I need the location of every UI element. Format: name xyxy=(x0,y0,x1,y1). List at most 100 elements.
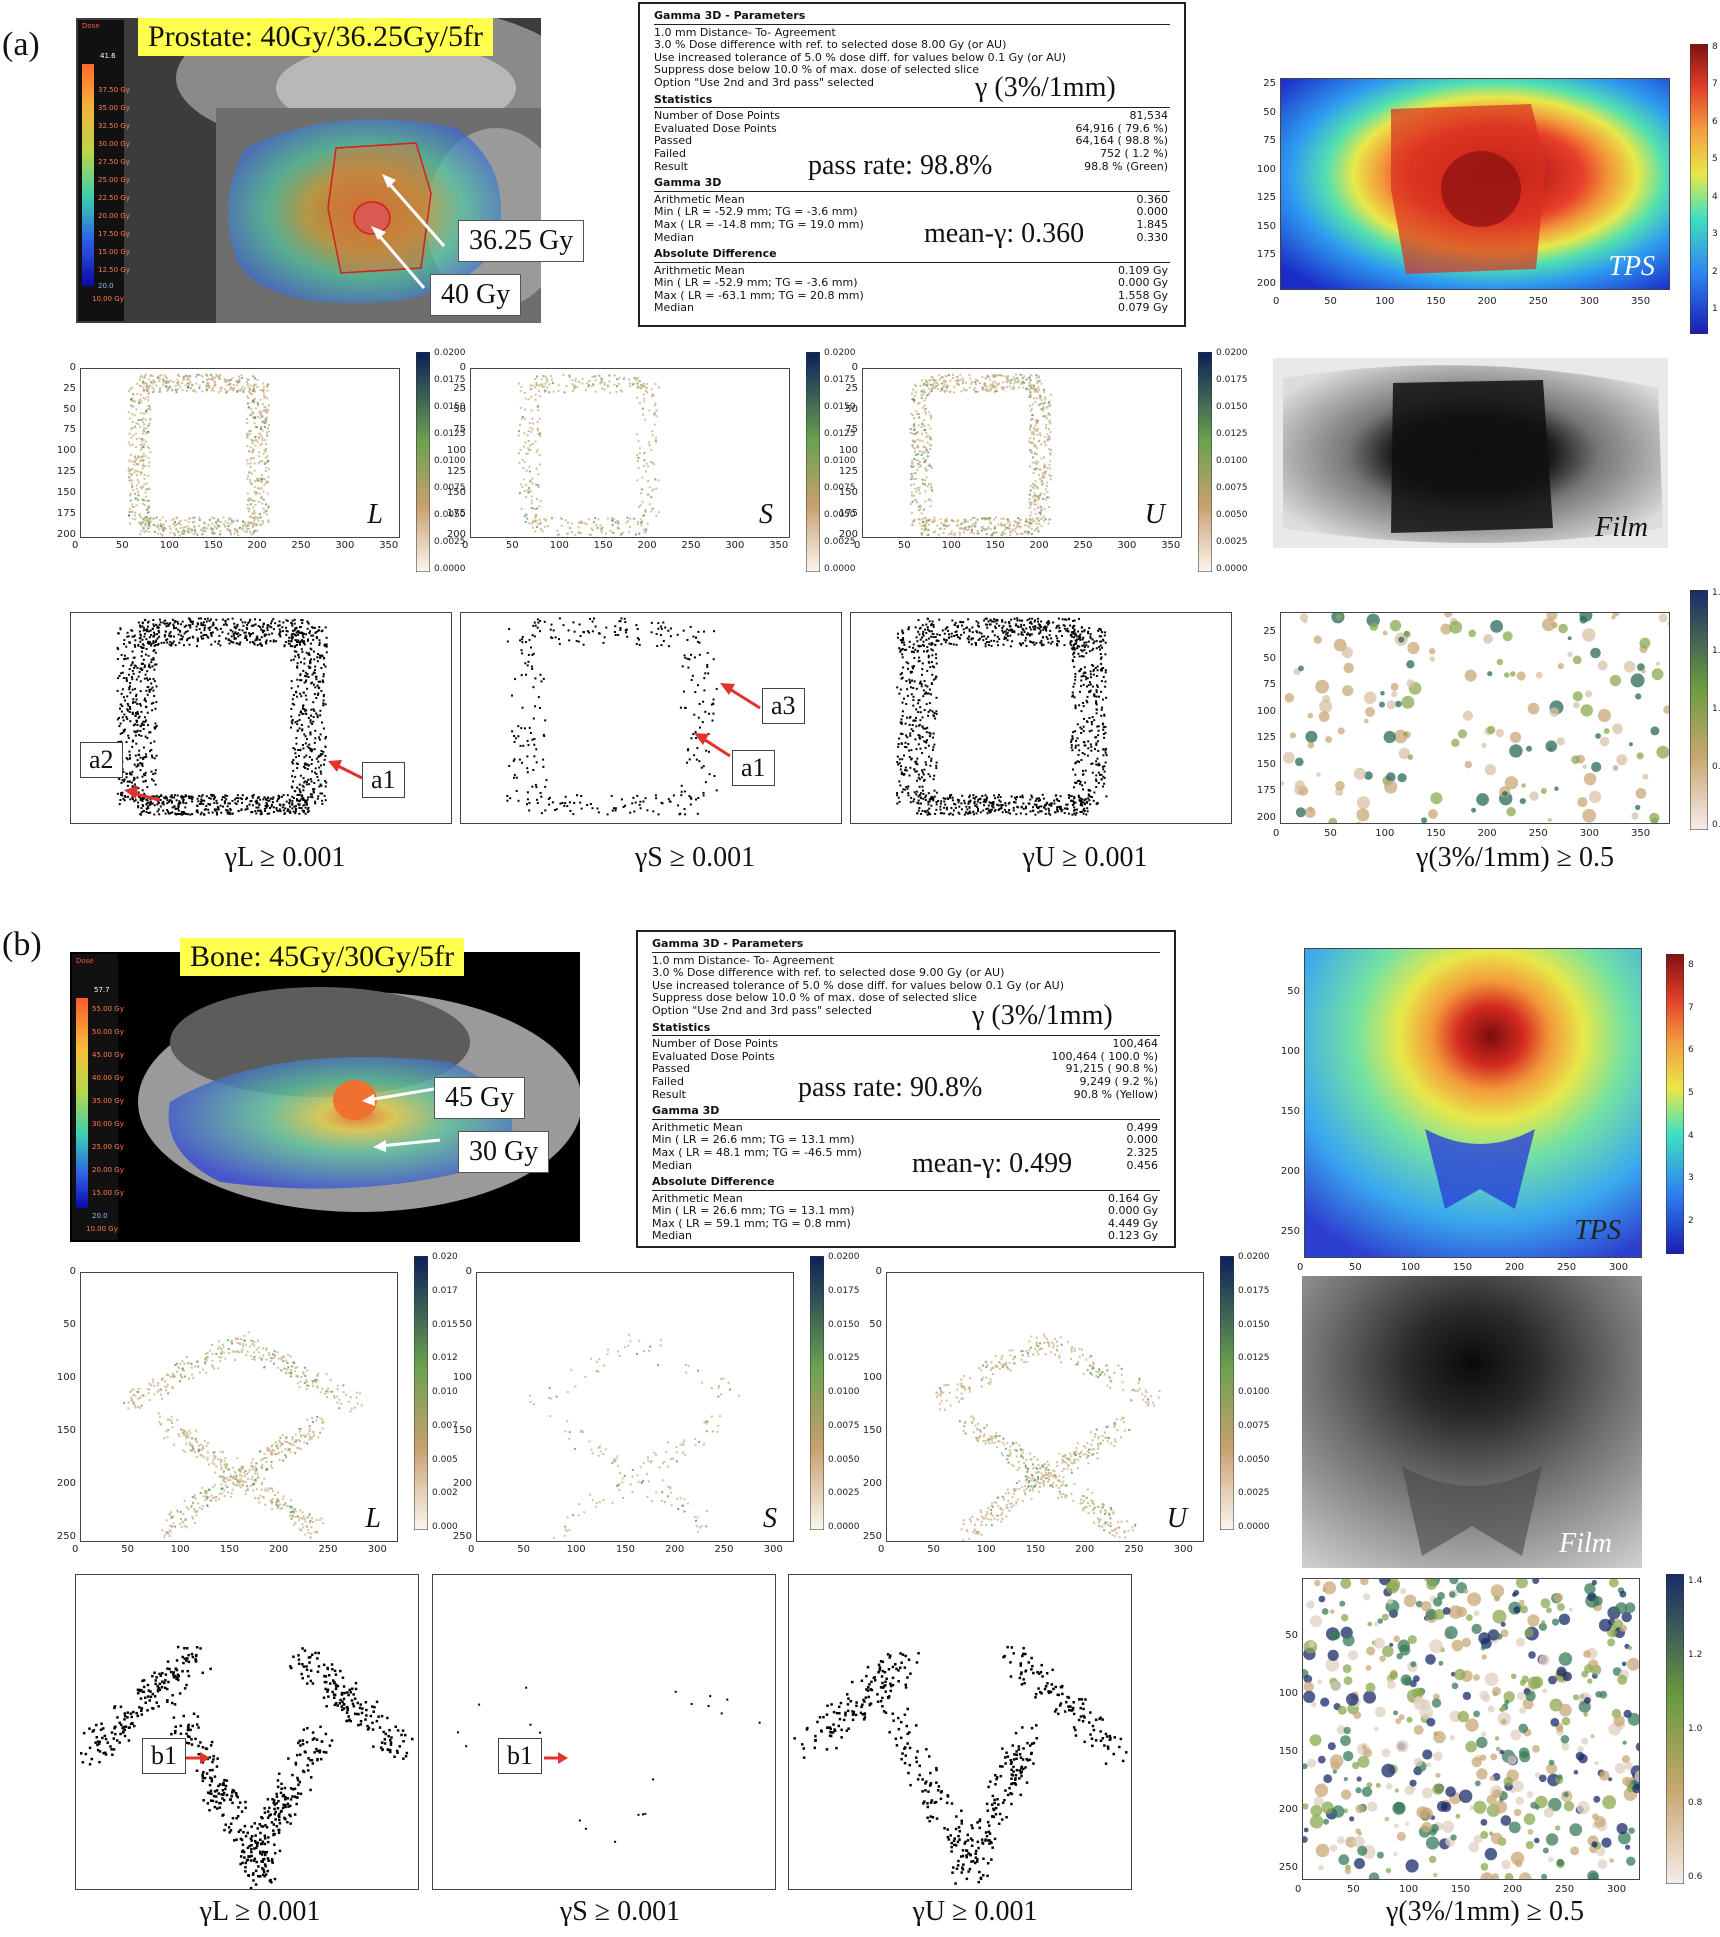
diff-pixel xyxy=(130,398,132,401)
gamma-fail-pixel xyxy=(1102,733,1105,735)
diff-pixel xyxy=(1013,382,1016,385)
diff-pixel xyxy=(920,512,923,515)
diff-pixel xyxy=(177,381,180,383)
gamma-fail-pixel xyxy=(309,778,312,781)
gamma-fail-pixel xyxy=(1028,634,1031,637)
gamma-fail-pixel xyxy=(1071,691,1074,694)
diff-pixel xyxy=(127,467,130,470)
diff-pixel xyxy=(963,527,966,530)
gamma-fail-pixel xyxy=(133,644,136,646)
gamma-fail-pixel xyxy=(1008,621,1011,623)
mean-gamma-a: mean-γ: 0.360 xyxy=(924,218,1085,249)
gamma-fail-pixel xyxy=(614,809,617,812)
diff-pixel xyxy=(611,531,614,534)
diff-pixel xyxy=(539,435,542,438)
gamma-fail-pixel xyxy=(219,644,222,647)
gamma-fail-pixel xyxy=(122,780,125,783)
diff-pixel xyxy=(266,481,269,484)
gamma-fail-pixel xyxy=(163,635,166,638)
gamma-fail-pixel xyxy=(1078,704,1081,707)
gamma-fail-pixel xyxy=(901,653,904,656)
diff-pixel xyxy=(157,532,160,535)
gamma-fail-pixel xyxy=(125,679,128,682)
diff-pixel xyxy=(142,417,145,420)
gamma-fail-pixel xyxy=(143,635,146,638)
gamma-fail-pixel xyxy=(1043,806,1046,808)
diff-pixel xyxy=(642,464,645,467)
gamma-fail-pixel xyxy=(1003,808,1006,811)
gamma-fail-pixel xyxy=(203,799,206,802)
report-row-value: 81,534 xyxy=(1129,109,1169,123)
gamma-fail-pixel xyxy=(134,712,137,715)
diff-pixel xyxy=(252,388,255,390)
gamma-fail-pixel xyxy=(294,810,297,813)
diff-pixel xyxy=(1031,431,1033,434)
diff-pixel xyxy=(986,374,989,377)
gamma-fail-pixel xyxy=(706,663,709,666)
gamma-fail-pixel xyxy=(602,641,605,644)
diff-pixel xyxy=(1033,492,1036,495)
diff-pixel xyxy=(587,385,590,388)
gamma-fail-pixel xyxy=(147,801,150,804)
gamma-fail-pixel xyxy=(124,796,127,798)
gamma-fail-pixel xyxy=(690,737,693,740)
gamma-fail-pixel xyxy=(296,720,299,723)
gamma-fail-pixel xyxy=(296,630,299,633)
gamma-fail-pixel xyxy=(172,640,175,643)
gamma-fail-pixel xyxy=(291,802,294,805)
gamma-fail-pixel xyxy=(683,790,686,793)
diff-pixel xyxy=(645,383,648,385)
map-tag-l: L xyxy=(367,499,383,530)
diff-pixel xyxy=(917,489,920,492)
gamma-fail-pixel xyxy=(250,800,253,802)
diff-pixel xyxy=(145,385,148,388)
gamma-fail-pixel xyxy=(127,709,129,712)
diff-pixel xyxy=(969,531,972,534)
diff-pixel xyxy=(523,445,525,448)
gamma-fail-pixel xyxy=(189,626,192,629)
diff-pixel xyxy=(946,520,948,522)
diff-pixel xyxy=(974,381,977,384)
diff-pixel xyxy=(266,455,269,458)
report-param-line: Use increased tolerance of 5.0 % dose di… xyxy=(654,50,1067,64)
diff-pixel xyxy=(920,525,923,527)
diff-y-tick: 0 xyxy=(459,362,466,373)
gamma-fail-pixel xyxy=(1040,642,1043,645)
gamma-fail-pixel xyxy=(1056,625,1059,628)
gamma-fail-pixel xyxy=(312,716,315,718)
diff-pixel xyxy=(542,375,545,378)
diff-pixel xyxy=(184,526,187,529)
gamma-fail-pixel xyxy=(286,619,289,622)
diff-y-tick: 100 xyxy=(838,445,858,457)
gamma-fail-pixel xyxy=(304,767,307,769)
gamma-fail-pixel xyxy=(304,801,307,803)
diff-pixel xyxy=(206,381,209,384)
diff-pixel xyxy=(538,505,541,508)
gamma-fail-pixel xyxy=(1010,795,1013,798)
gamma-fail-pixel xyxy=(930,623,933,626)
gamma-fail-pixel xyxy=(325,643,328,646)
gamma-fail-pixel xyxy=(225,798,228,801)
gamma-fail-pixel xyxy=(924,761,927,764)
gamma-fail-pixel xyxy=(526,791,529,794)
diff-pixel xyxy=(964,389,966,392)
diff-pixel xyxy=(986,528,989,530)
diff-pixel xyxy=(1040,517,1043,520)
gamma-fail-pixel xyxy=(281,630,284,633)
diff-pixel xyxy=(135,438,138,441)
diff-pixel xyxy=(622,378,625,380)
gamma-fail-pixel xyxy=(303,708,306,711)
diff-pixel xyxy=(266,427,269,430)
gamma-fail-pixel xyxy=(305,679,308,682)
gamma-fail-pixel xyxy=(324,745,327,748)
diff-pixel xyxy=(536,525,538,528)
tps-map-a: TPS xyxy=(1280,78,1670,290)
gamma-fail-pixel xyxy=(308,746,311,749)
gamma-fail-pixel xyxy=(151,756,154,759)
diff-pixel xyxy=(1033,503,1036,506)
diff-pixel xyxy=(143,517,145,520)
gamma-fail-pixel xyxy=(185,802,188,805)
gamma-fail-pixel xyxy=(1052,621,1055,624)
gamma-fail-pixel xyxy=(936,633,939,636)
gamma-fail-pixel xyxy=(188,643,191,646)
